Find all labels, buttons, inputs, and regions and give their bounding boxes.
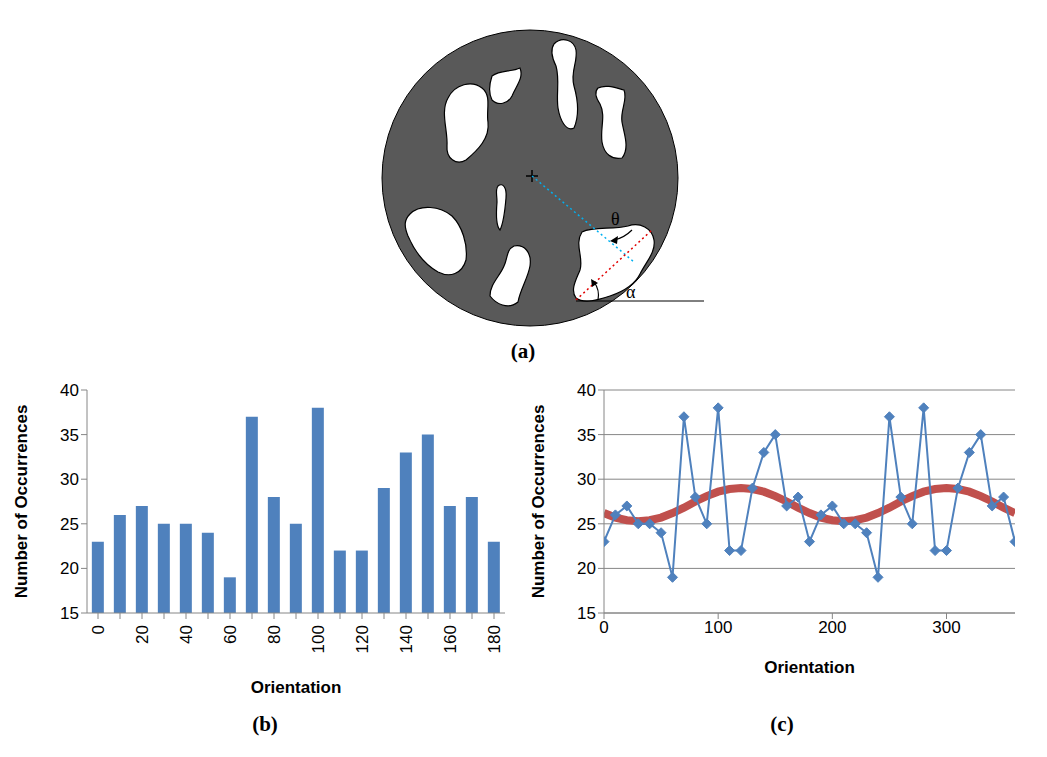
svg-text:25: 25 [60, 515, 79, 534]
svg-text:40: 40 [177, 625, 196, 644]
svg-text:120: 120 [353, 625, 372, 653]
svg-text:100: 100 [309, 625, 328, 653]
svg-text:Orientation: Orientation [764, 658, 855, 677]
svg-text:200: 200 [818, 618, 846, 637]
svg-text:Orientation: Orientation [251, 678, 342, 697]
svg-text:25: 25 [577, 515, 596, 534]
svg-text:100: 100 [704, 618, 732, 637]
svg-text:0: 0 [599, 618, 608, 637]
svg-text:30: 30 [577, 470, 596, 489]
svg-text:180: 180 [485, 625, 504, 653]
svg-text:40: 40 [577, 381, 596, 400]
html-text:(c): (c) [770, 712, 794, 736]
svg-text:35: 35 [577, 426, 596, 445]
svg-text:80: 80 [265, 625, 284, 644]
svg-text:30: 30 [60, 470, 79, 489]
svg-text:θ: θ [611, 209, 620, 229]
svg-text:20: 20 [577, 559, 596, 578]
svg-text:Number of Occurrences: Number of Occurrences [529, 405, 548, 599]
svg-text:20: 20 [60, 559, 79, 578]
svg-text:0: 0 [89, 625, 108, 634]
svg-text:15: 15 [577, 604, 596, 623]
svg-text:300: 300 [932, 618, 960, 637]
svg-text:60: 60 [221, 625, 240, 644]
svg-text:140: 140 [397, 625, 416, 653]
svg-text:α: α [626, 282, 636, 302]
html-text:(b): (b) [252, 712, 278, 736]
svg-text:15: 15 [60, 604, 79, 623]
svg-text:20: 20 [133, 625, 152, 644]
svg-text:(a): (a) [511, 339, 536, 363]
svg-text:40: 40 [60, 381, 79, 400]
svg-text:35: 35 [60, 426, 79, 445]
svg-text:160: 160 [441, 625, 460, 653]
svg-text:Number of Occurrences: Number of Occurrences [12, 405, 31, 599]
